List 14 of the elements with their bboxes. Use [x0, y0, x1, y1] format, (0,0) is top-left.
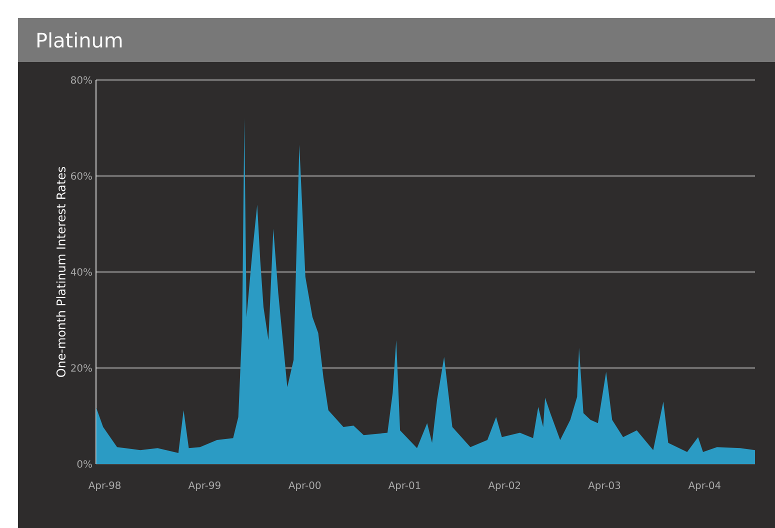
x-tick-label: Apr-99 — [188, 481, 220, 491]
x-tick-label: Apr-00 — [288, 481, 321, 491]
y-tick-label: 40% — [70, 268, 92, 276]
x-tick-label: Apr-02 — [488, 481, 520, 491]
y-axis-title: One-month Platinum Interest Rates — [56, 166, 66, 377]
y-tick-label: 20% — [71, 364, 92, 372]
x-tick-label: Apr-04 — [688, 481, 721, 491]
y-tick-label: 60% — [71, 172, 92, 180]
x-tick-label: Apr-98 — [88, 481, 121, 491]
x-tick-label: Apr-03 — [588, 481, 620, 491]
x-tick-label: Apr-01 — [388, 481, 420, 491]
y-tick-label: 0% — [77, 460, 92, 468]
y-tick-label: 80% — [71, 76, 92, 84]
chart-title: Platinum — [37, 32, 122, 48]
